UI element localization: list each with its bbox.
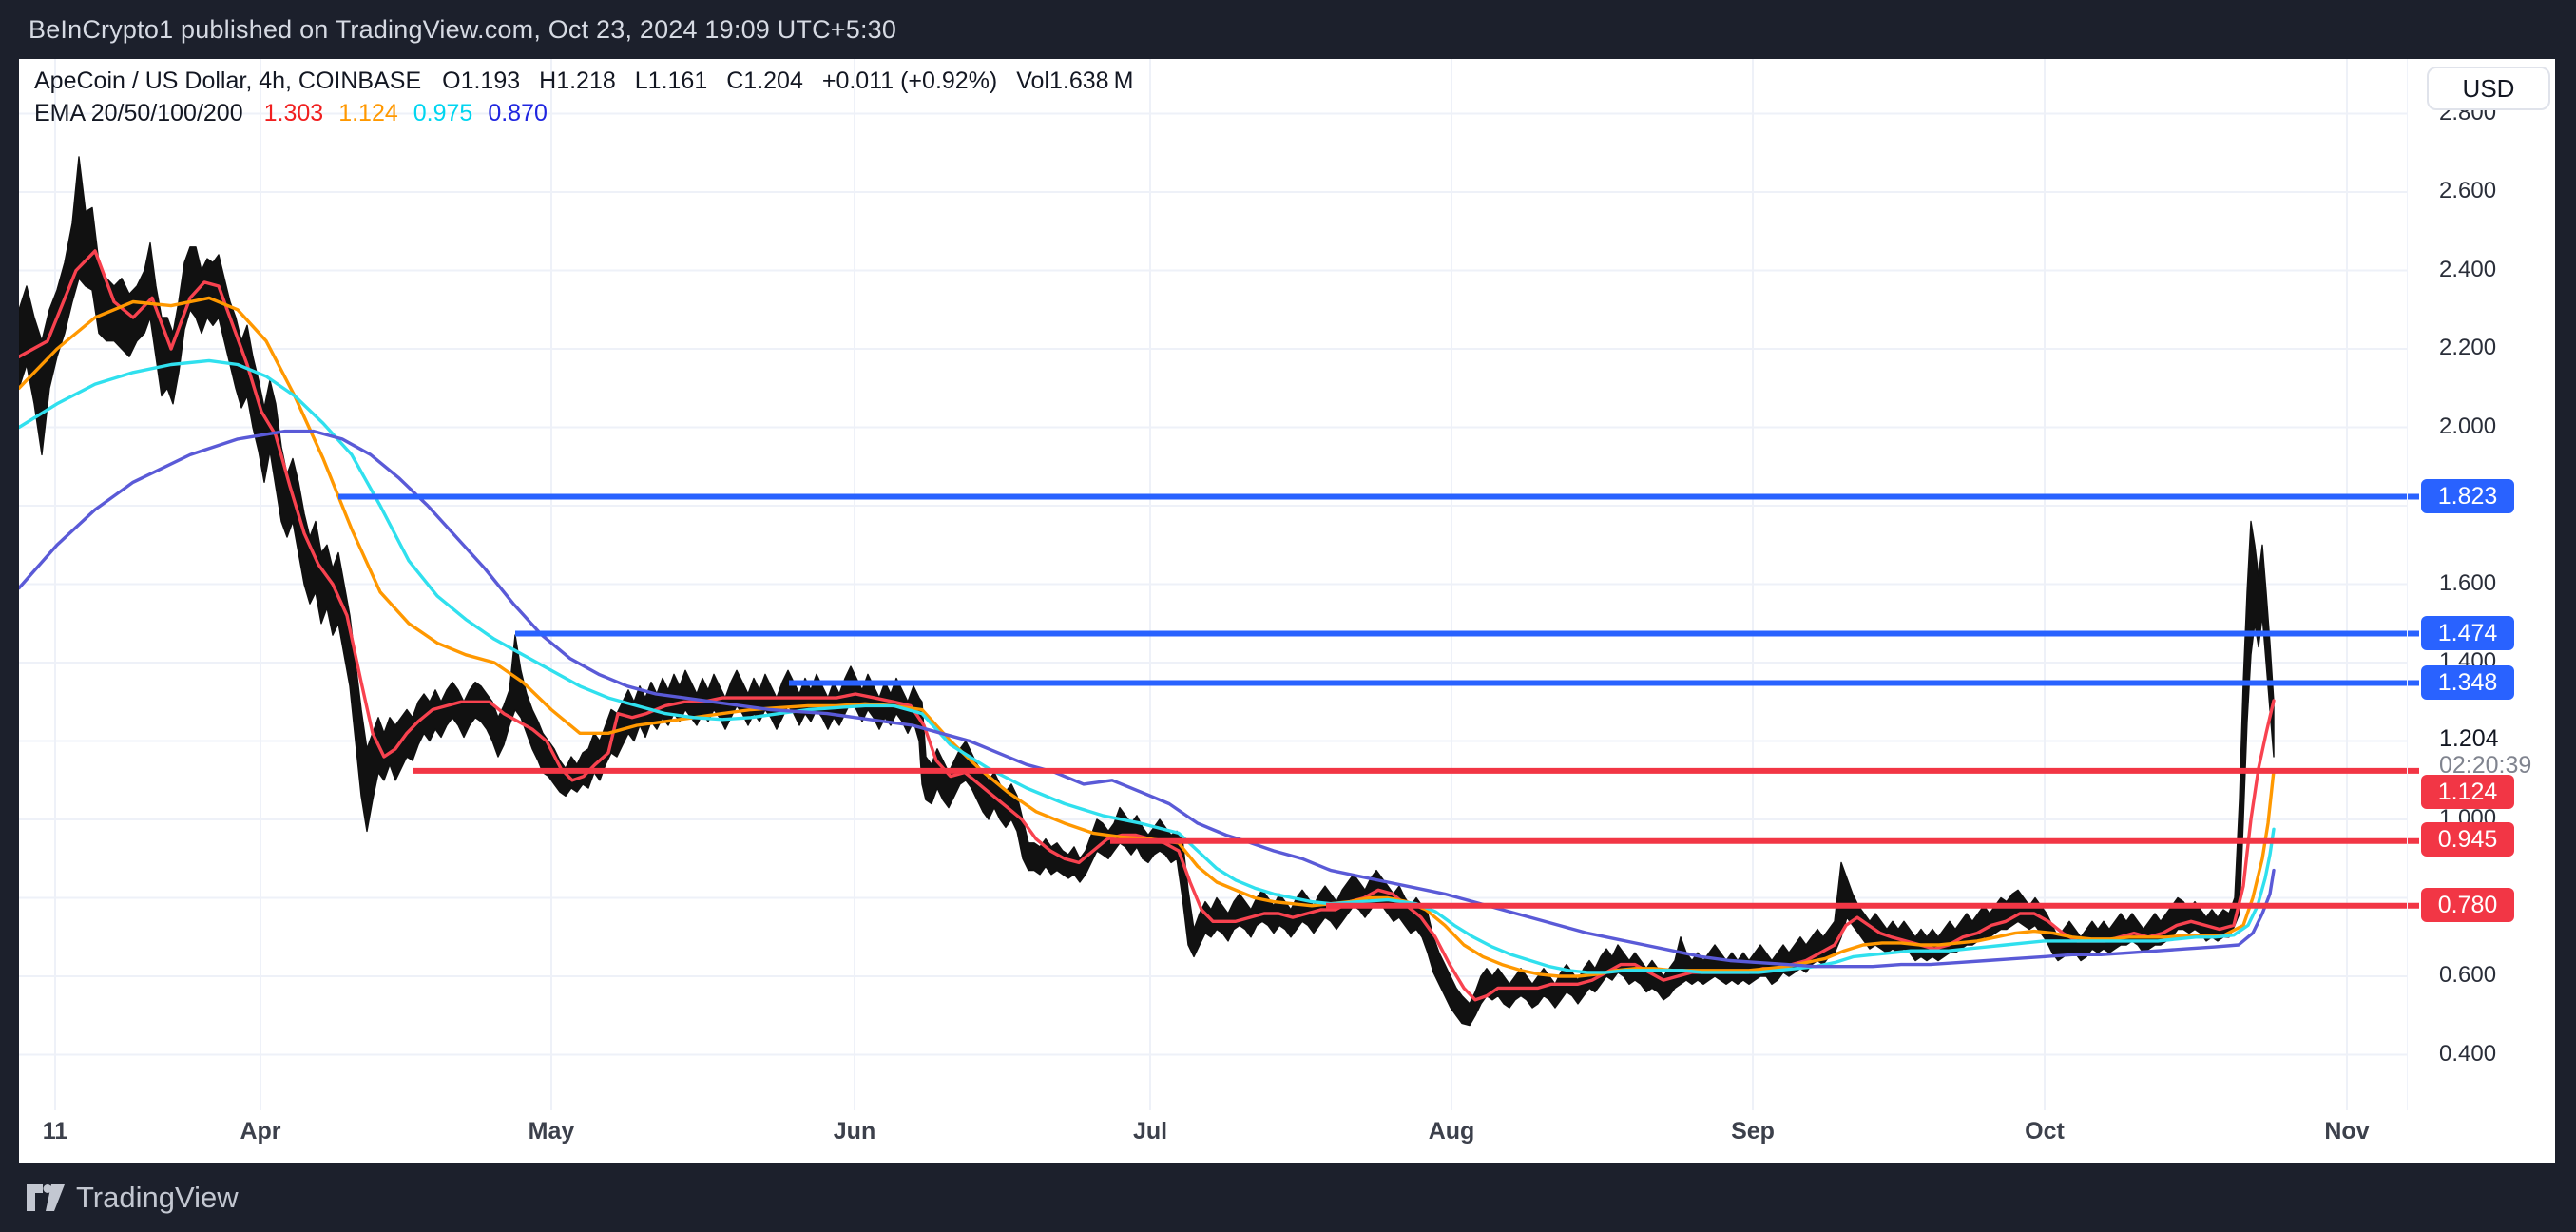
attribution-bar: BeInCrypto1 published on TradingView.com…: [0, 0, 2576, 59]
time-label-Jun: Jun: [833, 1118, 876, 1145]
chart-panel: ApeCoin / US Dollar, 4h, COINBASE O1.193…: [19, 59, 2555, 1163]
ema200-line: [19, 429, 2276, 969]
price-tick-2.600: 2.600: [2439, 178, 2497, 203]
time-label-Aug: Aug: [1428, 1118, 1475, 1145]
tradingview-brand-text: TradingView: [76, 1180, 239, 1214]
price-tick-0.400: 0.400: [2439, 1040, 2497, 1067]
price-tick-2.400: 2.400: [2439, 256, 2497, 282]
current-price-label: 1.204: [2439, 724, 2499, 752]
ema-indicator-label: EMA 20/50/100/200: [34, 99, 243, 126]
currency-button[interactable]: USD: [2427, 67, 2550, 110]
level-price-label-1.124: 1.124: [2421, 775, 2514, 809]
symbol-title: ApeCoin / US Dollar, 4h, COINBASE: [34, 67, 422, 94]
ohlc-high: H1.218: [539, 67, 616, 94]
ema100-value: 0.975: [413, 99, 473, 126]
price-tick-1.600: 1.600: [2439, 569, 2497, 596]
time-label-Jul: Jul: [1132, 1118, 1168, 1145]
tradingview-logo: TradingView: [27, 1181, 239, 1215]
bar-countdown-timer: 02:20:39: [2439, 751, 2532, 779]
time-label-Nov: Nov: [2324, 1118, 2370, 1145]
volume-value: Vol1.638 M: [1016, 67, 1134, 94]
level-price-label-1.823: 1.823: [2421, 479, 2514, 513]
ohlc-open: O1.193: [442, 67, 521, 94]
time-axis[interactable]: 11 Apr May Jun Jul Aug Sep Oct Nov: [19, 1110, 2407, 1163]
price-tick-2.000: 2.000: [2439, 413, 2497, 439]
price-tick-2.200: 2.200: [2439, 335, 2497, 360]
price-tick-0.600: 0.600: [2439, 962, 2497, 988]
ema20-line: [19, 249, 2276, 1002]
level-price-label-0.945: 0.945: [2421, 822, 2514, 857]
chart-legend: ApeCoin / US Dollar, 4h, COINBASE O1.193…: [34, 65, 1152, 129]
gridlines: [19, 59, 2407, 1110]
price-chart[interactable]: [19, 59, 2555, 1163]
symbol-ohlc-row: ApeCoin / US Dollar, 4h, COINBASE O1.193…: [34, 65, 1152, 97]
ema50-value: 1.124: [338, 99, 398, 126]
time-label-May: May: [528, 1118, 575, 1145]
price-change: +0.011 (+0.92%): [821, 67, 998, 94]
footer-bar: TradingView: [0, 1163, 2576, 1232]
level-price-label-1.474: 1.474: [2421, 616, 2514, 650]
attribution-text: BeInCrypto1 published on TradingView.com…: [29, 14, 897, 44]
ema20-value: 1.303: [263, 99, 324, 126]
ema-legend-row: EMA 20/50/100/200 1.303 1.124 0.975 0.87…: [34, 97, 1152, 129]
time-label-Sep: Sep: [1731, 1118, 1775, 1145]
ema50-line: [19, 296, 2276, 978]
tradingview-logo-icon: [27, 1184, 65, 1211]
candlestick-series: [19, 156, 2275, 1027]
level-price-label-0.780: 0.780: [2421, 888, 2514, 922]
time-label-Oct: Oct: [2025, 1118, 2065, 1145]
ema200-value: 0.870: [488, 99, 548, 126]
time-label-11: 11: [42, 1118, 68, 1145]
ohlc-close: C1.204: [726, 67, 803, 94]
ohlc-low: L1.161: [634, 67, 708, 94]
time-label-Apr: Apr: [240, 1118, 281, 1145]
level-price-label-1.348: 1.348: [2421, 665, 2514, 700]
price-axis[interactable]: 2.8002.6002.4002.2002.0001.8001.6001.400…: [2407, 59, 2555, 1110]
